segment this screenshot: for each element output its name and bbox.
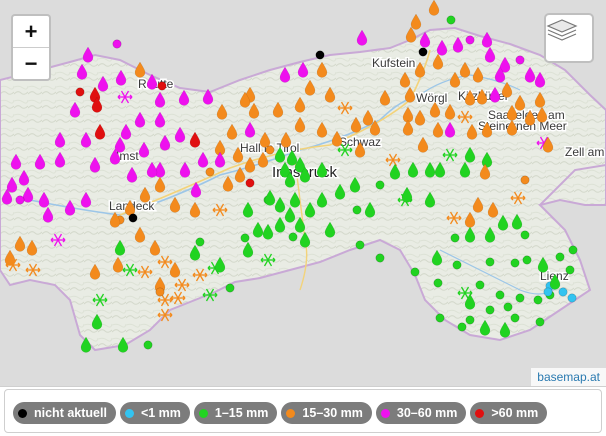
drop-icon[interactable] bbox=[481, 31, 493, 48]
drop-icon[interactable] bbox=[410, 13, 422, 30]
layers-button[interactable] bbox=[544, 13, 594, 63]
station-dot[interactable] bbox=[352, 205, 362, 215]
station-dot[interactable] bbox=[503, 302, 513, 312]
station-dot[interactable] bbox=[225, 283, 235, 293]
station-dot[interactable] bbox=[452, 260, 462, 270]
station-dot[interactable] bbox=[410, 267, 420, 277]
drop-icon[interactable] bbox=[356, 29, 368, 46]
station-dot[interactable] bbox=[457, 322, 467, 332]
station-dot[interactable] bbox=[446, 15, 456, 25]
station-dot[interactable] bbox=[288, 232, 298, 242]
station-dot[interactable] bbox=[533, 295, 543, 305]
legend-item: <1 mm bbox=[119, 402, 190, 424]
station-dot[interactable] bbox=[240, 233, 250, 243]
station-dot[interactable] bbox=[510, 258, 520, 268]
station-dot[interactable] bbox=[265, 145, 275, 155]
drop-icon[interactable] bbox=[82, 46, 94, 63]
attribution-link[interactable]: basemap.at bbox=[537, 370, 600, 384]
station-dot[interactable] bbox=[128, 213, 138, 223]
station-dot[interactable] bbox=[75, 87, 85, 97]
legend-swatch bbox=[286, 408, 296, 418]
station-dot[interactable] bbox=[485, 257, 495, 267]
station-dot[interactable] bbox=[565, 265, 575, 275]
station-dot[interactable] bbox=[433, 278, 443, 288]
place-saalfelden: Saalfelden am Steinernen Meer bbox=[478, 108, 567, 133]
station-dot[interactable] bbox=[205, 167, 215, 177]
legend-swatch bbox=[380, 408, 390, 418]
legend-label: <1 mm bbox=[140, 406, 181, 420]
station-dot[interactable] bbox=[375, 180, 385, 190]
zoom-out-button[interactable]: − bbox=[13, 47, 49, 79]
station-dot[interactable] bbox=[355, 240, 365, 250]
legend-item: 15–30 mm bbox=[281, 402, 372, 424]
legend-item: >60 mm bbox=[470, 402, 548, 424]
map-attribution[interactable]: basemap.at bbox=[531, 368, 606, 386]
legend-row: nicht aktuell <1 mm 1–15 mm 15–30 mm 30–60 m… bbox=[13, 402, 548, 424]
place-zell: Zell am See bbox=[565, 145, 606, 159]
station-dot[interactable] bbox=[465, 315, 475, 325]
station-dot[interactable] bbox=[568, 245, 578, 255]
station-markers bbox=[1, 0, 578, 353]
station-dot[interactable] bbox=[520, 230, 530, 240]
station-dot[interactable] bbox=[495, 290, 505, 300]
station-dot[interactable] bbox=[555, 252, 565, 262]
station-dot[interactable] bbox=[450, 233, 460, 243]
legend-swatch bbox=[475, 408, 485, 418]
legend-label: >60 mm bbox=[491, 406, 539, 420]
station-dot[interactable] bbox=[475, 280, 485, 290]
station-dot[interactable] bbox=[245, 178, 255, 188]
station-dot[interactable] bbox=[157, 81, 167, 91]
station-dot[interactable] bbox=[567, 293, 577, 303]
legend-label: 15–30 mm bbox=[302, 406, 363, 420]
legend-label: 1–15 mm bbox=[214, 406, 269, 420]
station-dot[interactable] bbox=[510, 313, 520, 323]
legend-item: 1–15 mm bbox=[193, 402, 278, 424]
map-canvas: Reutte Kufstein Kitzbühel Saalfelden amS… bbox=[0, 0, 606, 353]
legend-swatch bbox=[18, 408, 27, 418]
legend-label: 30–60 mm bbox=[396, 406, 458, 420]
place-kufstein: Kufstein bbox=[372, 56, 415, 70]
station-dot[interactable] bbox=[195, 237, 205, 247]
station-dot[interactable] bbox=[418, 47, 428, 57]
station-dot[interactable] bbox=[465, 35, 475, 45]
tyrol-region bbox=[0, 26, 606, 352]
station-dot[interactable] bbox=[375, 253, 385, 263]
legend-label: nicht aktuell bbox=[34, 406, 107, 420]
station-dot[interactable] bbox=[515, 293, 525, 303]
legend-swatch bbox=[124, 408, 134, 418]
station-dot[interactable] bbox=[522, 255, 532, 265]
station-dot[interactable] bbox=[485, 305, 495, 315]
station-dot[interactable] bbox=[315, 50, 325, 60]
map-view[interactable]: Reutte Kufstein Kitzbühel Saalfelden amS… bbox=[0, 0, 606, 387]
station-dot[interactable] bbox=[15, 195, 25, 205]
layers-icon bbox=[546, 19, 578, 41]
station-dot[interactable] bbox=[520, 175, 530, 185]
station-dot[interactable] bbox=[435, 313, 445, 323]
zoom-in-button[interactable]: + bbox=[24, 19, 38, 44]
drop-icon[interactable] bbox=[428, 0, 440, 16]
legend-item: 30–60 mm bbox=[375, 402, 467, 424]
zoom-control: + − bbox=[11, 14, 51, 81]
station-dot[interactable] bbox=[535, 317, 545, 327]
station-dot[interactable] bbox=[558, 287, 568, 297]
precipitation-legend: nicht aktuell <1 mm 1–15 mm 15–30 mm 30–60 m… bbox=[4, 389, 602, 433]
legend-swatch bbox=[198, 408, 208, 418]
station-dot[interactable] bbox=[155, 287, 165, 297]
station-dot[interactable] bbox=[143, 340, 153, 350]
station-dot[interactable] bbox=[515, 55, 525, 65]
station-dot[interactable] bbox=[112, 39, 122, 49]
place-woergl: Wörgl bbox=[416, 91, 447, 105]
station-dot[interactable] bbox=[543, 287, 553, 297]
legend-item: nicht aktuell bbox=[13, 402, 116, 424]
drop-icon[interactable] bbox=[134, 61, 146, 78]
